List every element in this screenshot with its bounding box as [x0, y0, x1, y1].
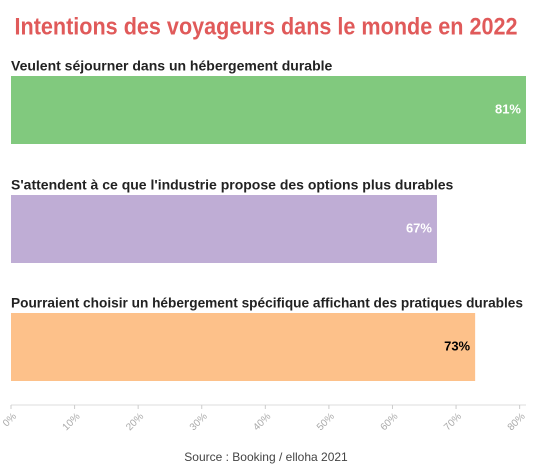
value-label: 67%: [406, 220, 432, 235]
chart-title: Intentions des voyageurs dans le monde e…: [15, 13, 518, 40]
x-tick-label: 0%: [1, 411, 19, 429]
x-tick-label: 50%: [315, 411, 337, 433]
x-tick-label: 40%: [251, 411, 273, 433]
category-label: Pourraient choisir un hébergement spécif…: [11, 295, 523, 311]
category-label: Veulent séjourner dans un hébergement du…: [11, 58, 333, 74]
x-tick-label: 20%: [124, 411, 146, 433]
category-label: S'attendent à ce que l'industrie propose…: [11, 177, 453, 193]
x-tick-label: 60%: [379, 411, 401, 433]
value-label: 73%: [444, 338, 470, 353]
x-tick-label: 70%: [442, 411, 464, 433]
x-tick-label: 80%: [506, 411, 528, 433]
x-tick-label: 10%: [61, 411, 83, 433]
bar: [11, 313, 476, 381]
source: Source : Booking / elloha 2021: [184, 450, 348, 464]
value-label: 81%: [495, 101, 521, 116]
bar: [11, 195, 437, 263]
x-tick-label: 30%: [188, 411, 210, 433]
bar: [11, 76, 526, 144]
